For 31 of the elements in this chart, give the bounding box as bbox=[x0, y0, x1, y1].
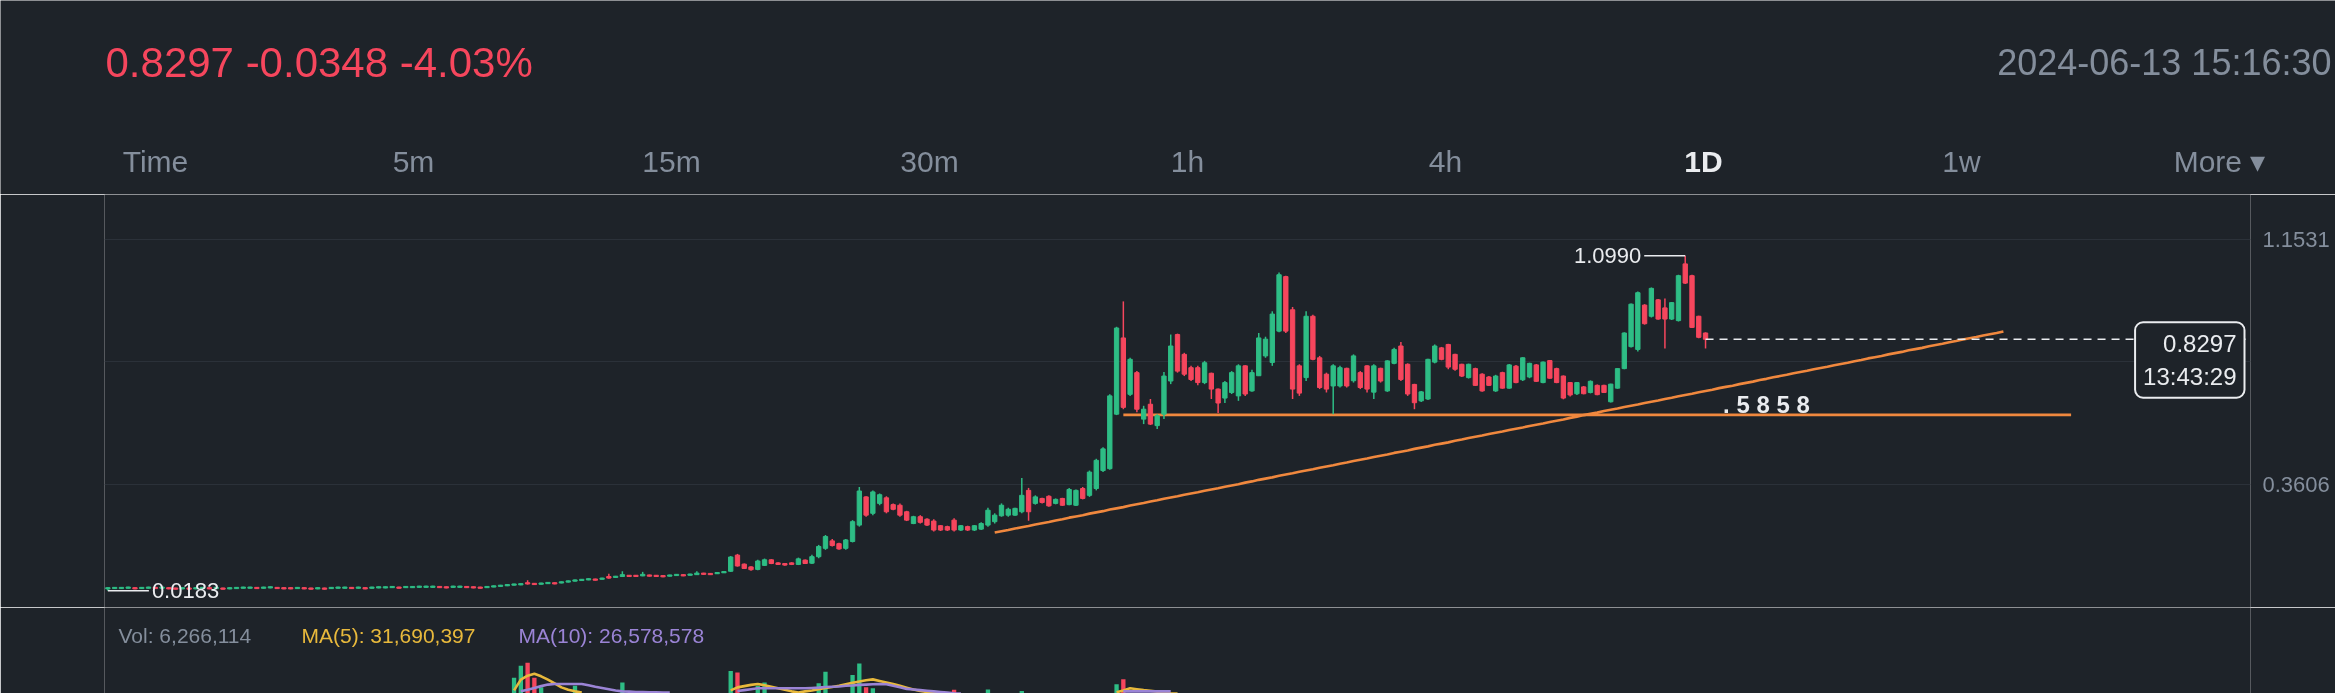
text: 1.0990 bbox=[1573, 243, 1642, 269]
chart-subtitle: 0.8297 -0.0348 -4.03% bbox=[105, 39, 533, 86]
y-tick-label: 0.3606 bbox=[2262, 472, 2330, 498]
text: 30m bbox=[900, 145, 959, 178]
bar bbox=[538, 687, 544, 693]
annotation: . 5 8 5 8 bbox=[1723, 390, 1810, 418]
candlestick bbox=[1025, 487, 1032, 522]
text: 1D bbox=[1684, 145, 1723, 178]
candlestick bbox=[1201, 360, 1208, 385]
ref-line-label: 0.8297 13:43:29 bbox=[2143, 330, 2237, 390]
candlestick bbox=[1147, 398, 1154, 426]
text: More ▾ bbox=[2173, 145, 2266, 178]
text: 1w bbox=[1942, 145, 1982, 178]
candlestick bbox=[863, 495, 869, 518]
bar bbox=[870, 688, 876, 693]
text: 1h bbox=[1170, 145, 1205, 178]
text: MA(10): 26,578,578 bbox=[518, 624, 705, 647]
bar bbox=[863, 687, 869, 693]
text: 4h bbox=[1428, 145, 1463, 178]
text: MA(5): 31,690,397 bbox=[301, 624, 476, 647]
candlestick bbox=[1411, 383, 1418, 410]
text: 2024-06-13 15:16:30 bbox=[1997, 42, 2332, 83]
text: Vol: 6,266,114 bbox=[118, 624, 252, 647]
candlestick bbox=[1641, 303, 1648, 326]
candlestick bbox=[1323, 371, 1330, 394]
text: 15m bbox=[642, 145, 701, 178]
y-tick-label: 1.1531 bbox=[2262, 226, 2330, 252]
candlestick bbox=[1506, 363, 1512, 390]
text: Time bbox=[122, 145, 189, 178]
text: 5m bbox=[392, 145, 435, 178]
candlestick bbox=[1140, 405, 1147, 425]
